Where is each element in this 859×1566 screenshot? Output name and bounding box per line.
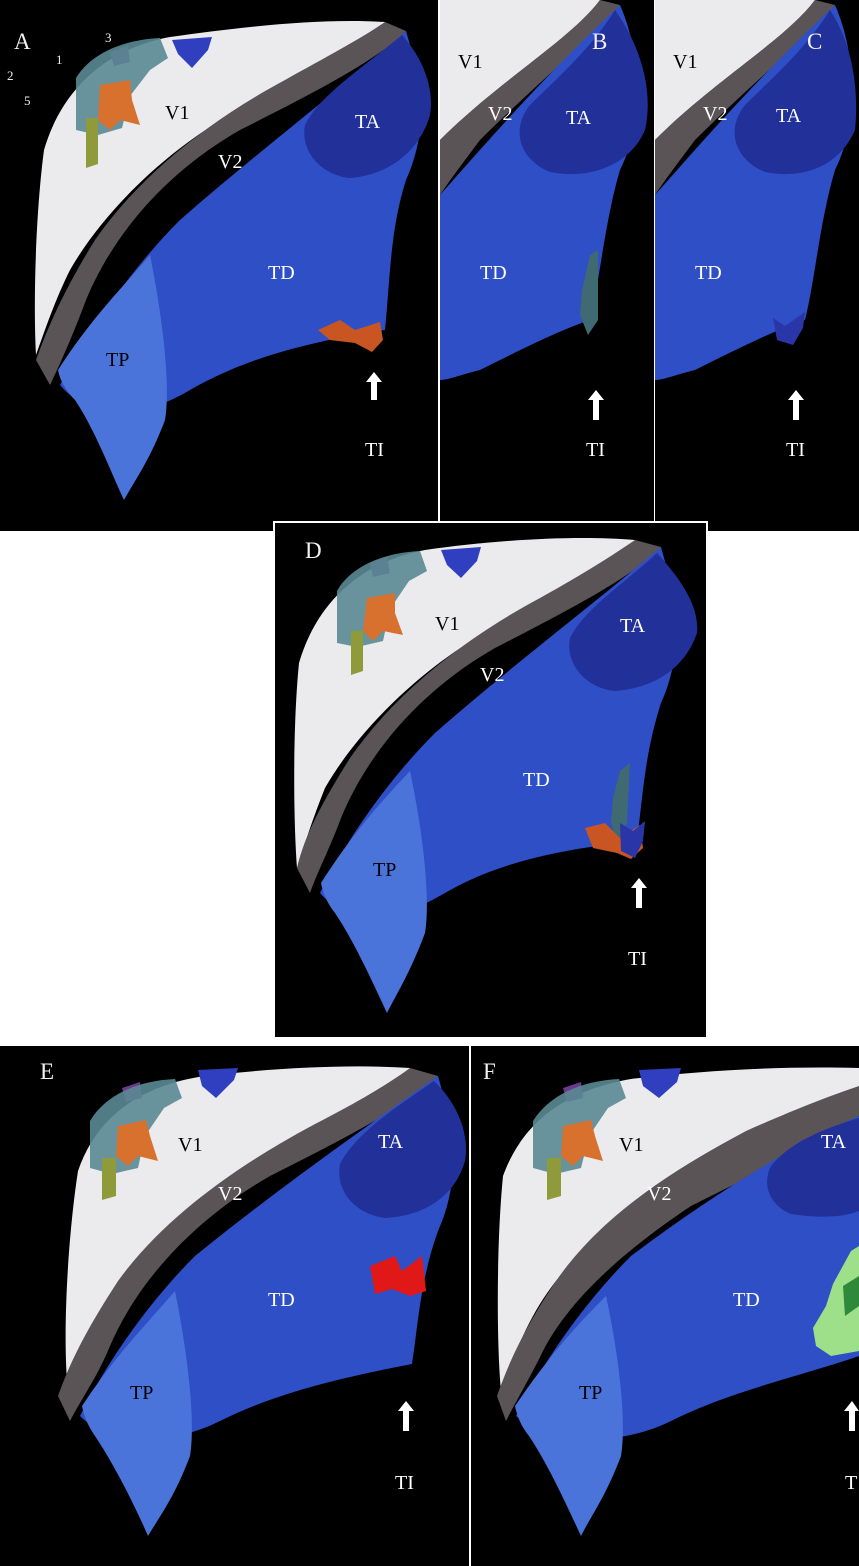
patch-green-dark <box>843 1276 859 1316</box>
region-v1 <box>655 0 815 140</box>
label-td: TD <box>695 262 722 284</box>
brain-surface-a <box>34 21 431 500</box>
label-ta: TA <box>776 105 802 127</box>
patch-blue-ti <box>620 821 645 858</box>
patch-olive <box>351 631 363 675</box>
label-ti: TI <box>786 439 805 461</box>
ti-arrow-icon <box>631 878 647 908</box>
label-v2: V2 <box>218 151 243 173</box>
patch-olive <box>86 118 98 168</box>
label-ti: TI <box>586 439 605 461</box>
region-ta <box>767 1118 859 1217</box>
panel-letter: B <box>592 29 608 54</box>
ti-arrow-icon <box>788 390 804 420</box>
label-td: TD <box>733 1289 760 1311</box>
patch-blue <box>639 1068 681 1098</box>
region-v2 <box>497 1086 859 1421</box>
label-tp: TP <box>106 349 130 371</box>
label-td: TD <box>268 1289 295 1311</box>
patch-green <box>813 1246 859 1356</box>
label-ta: TA <box>566 107 592 129</box>
brain-surface-e <box>58 1066 466 1536</box>
label-ta: TA <box>821 1131 847 1153</box>
patch-blue <box>441 547 481 578</box>
patch-orange <box>116 1120 158 1166</box>
brain-surface-d <box>294 538 698 1013</box>
label-ta: TA <box>620 615 646 637</box>
patch-orange <box>98 80 140 130</box>
label-v1: V1 <box>458 51 483 73</box>
patch-blue <box>773 312 805 345</box>
label-ta: TA <box>355 111 381 133</box>
panel-letter: D <box>305 538 322 563</box>
region-ta <box>519 10 648 175</box>
label-ta: TA <box>378 1131 404 1153</box>
marker-1: 1 <box>56 52 63 67</box>
label-tp: TP <box>130 1382 154 1404</box>
label-v2: V2 <box>647 1183 672 1205</box>
label-tp: TP <box>373 859 397 881</box>
region-ta <box>339 1081 466 1218</box>
region-tp <box>82 1291 192 1536</box>
label-v1: V1 <box>619 1134 644 1156</box>
region-v2 <box>36 22 406 385</box>
panel-c: C V1 V2 TA TD TI <box>655 0 859 531</box>
region-ta <box>304 35 431 178</box>
brain-surface-b <box>440 0 648 420</box>
panel-b: B V1 V2 TA TD TI <box>440 0 654 531</box>
patch-orange <box>363 593 403 641</box>
panel-d: D V1 V2 TA TD TP TI <box>273 521 708 1039</box>
panel-a: A 1 2 3 5 V1 V2 TA TD TP TI <box>0 0 438 531</box>
marker-2: 2 <box>7 68 14 83</box>
label-v1: V1 <box>673 51 698 73</box>
label-v2: V2 <box>480 664 505 686</box>
brain-surface-c <box>655 0 857 420</box>
region-tp <box>515 1296 623 1536</box>
brain-surface-f <box>497 1067 859 1536</box>
region-tp <box>321 771 427 1013</box>
patch-teal-ti <box>611 763 630 843</box>
patch-ti <box>318 320 383 352</box>
label-td: TD <box>523 769 550 791</box>
label-td: TD <box>480 262 507 284</box>
ti-arrow-icon <box>588 390 604 420</box>
patch-olive <box>547 1158 561 1200</box>
label-ti: T <box>845 1472 858 1494</box>
ti-arrow-icon <box>844 1401 859 1431</box>
label-td: TD <box>268 262 295 284</box>
label-v1: V1 <box>178 1134 203 1156</box>
region-v1 <box>440 0 600 140</box>
patch-olive <box>102 1158 116 1200</box>
ti-arrow-icon <box>366 372 382 400</box>
label-ti: TI <box>365 439 384 461</box>
label-v2: V2 <box>218 1183 243 1205</box>
patch-blue <box>172 37 212 68</box>
label-ti: TI <box>628 948 647 970</box>
label-tp: TP <box>579 1382 603 1404</box>
ti-arrow-icon <box>398 1401 414 1431</box>
panel-letter: E <box>40 1059 55 1084</box>
patch-teal <box>580 250 598 335</box>
marker-5: 5 <box>24 93 31 108</box>
panel-e: E V1 V2 TA TD TP TI <box>0 1046 469 1566</box>
label-v2: V2 <box>703 103 728 125</box>
marker-3: 3 <box>105 30 112 45</box>
region-tp <box>58 255 167 500</box>
region-ta <box>569 553 698 691</box>
label-v1: V1 <box>165 102 190 124</box>
label-v1: V1 <box>435 613 460 635</box>
patch-orange <box>561 1120 603 1166</box>
panel-letter: C <box>807 29 823 54</box>
label-v2: V2 <box>488 103 513 125</box>
panel-letter: A <box>14 29 31 54</box>
panel-f: F V1 V2 TA TD TP T <box>471 1046 859 1566</box>
region-v2 <box>297 540 661 893</box>
region-ta <box>734 10 857 175</box>
panel-letter: F <box>483 1059 496 1084</box>
label-ti: TI <box>395 1472 414 1494</box>
patch-blue <box>198 1068 238 1098</box>
patch-red <box>370 1256 426 1296</box>
